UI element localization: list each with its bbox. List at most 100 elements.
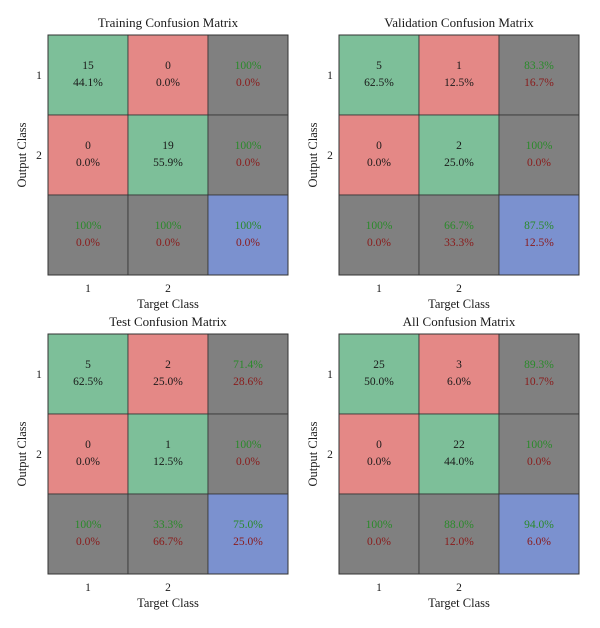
cell-error-rate: 0.0% [236, 456, 260, 468]
cell-background [338, 413, 420, 495]
cell-percent: 62.5% [73, 376, 103, 388]
cell-error-rate: 0.0% [156, 237, 180, 249]
cell-percent: 12.5% [444, 77, 474, 89]
correct-cell: 25 50.0% [338, 333, 420, 415]
cell-count: 1 [456, 60, 462, 72]
cell-percent: 12.5% [153, 456, 183, 468]
summary-cell: 100% 0.0% [47, 194, 129, 276]
cell-count: 0 [85, 140, 91, 152]
correct-cell: 5 62.5% [47, 333, 129, 415]
summary-cell: 83.3% 16.7% [498, 34, 580, 116]
cell-error-rate: 0.0% [527, 456, 551, 468]
overall-accuracy-cell: 100% 0.0% [207, 194, 289, 276]
matrix-border [338, 333, 580, 575]
x-tick-label: 1 [376, 283, 382, 295]
cell-error-rate: 0.0% [367, 237, 391, 249]
x-tick-label: 2 [165, 283, 171, 295]
cell-correct-rate: 100% [526, 140, 553, 152]
cell-error-rate: 16.7% [524, 77, 554, 89]
cell-correct-rate: 66.7% [444, 220, 474, 232]
cell-correct-rate: 100% [526, 439, 553, 451]
cell-background [338, 194, 420, 276]
cell-correct-rate: 100% [366, 519, 393, 531]
cell-error-rate: 0.0% [76, 237, 100, 249]
cell-count: 2 [456, 140, 462, 152]
cell-count: 3 [456, 359, 462, 371]
cell-background [418, 194, 500, 276]
cell-error-rate: 25.0% [233, 536, 263, 548]
y-axis-label: Output Class [15, 122, 29, 187]
cell-background [47, 413, 129, 495]
cell-background [127, 413, 209, 495]
cell-background [418, 114, 500, 196]
cell-background [418, 493, 500, 575]
cell-background [498, 333, 580, 415]
cell-count: 5 [376, 60, 382, 72]
cell-correct-rate: 87.5% [524, 220, 554, 232]
y-tick-label: 2 [36, 449, 42, 461]
cell-error-rate: 12.5% [524, 237, 554, 249]
cell-percent: 44.0% [444, 456, 474, 468]
cell-error-rate: 0.0% [236, 77, 260, 89]
cell-correct-rate: 100% [235, 439, 262, 451]
cell-correct-rate: 33.3% [153, 519, 183, 531]
cell-correct-rate: 71.4% [233, 359, 263, 371]
cell-background [338, 493, 420, 575]
confusion-matrix-panel-1: Training Confusion Matrix1544.1%00.0%100… [15, 15, 289, 311]
misclassified-cell: 0 0.0% [338, 114, 420, 196]
overall-accuracy-cell: 94.0% 6.0% [498, 493, 580, 575]
cell-background [47, 34, 129, 116]
x-axis-label: Target Class [428, 596, 490, 610]
cell-correct-rate: 88.0% [444, 519, 474, 531]
cell-percent: 0.0% [76, 157, 100, 169]
cell-background [207, 413, 289, 495]
cell-count: 0 [85, 439, 91, 451]
correct-cell: 15 44.1% [47, 34, 129, 116]
cell-count: 15 [82, 60, 94, 72]
cell-error-rate: 0.0% [236, 157, 260, 169]
cell-error-rate: 66.7% [153, 536, 183, 548]
x-tick-label: 2 [456, 283, 462, 295]
misclassified-cell: 0 0.0% [47, 413, 129, 495]
cell-background [127, 493, 209, 575]
overall-accuracy-cell: 75.0% 25.0% [207, 493, 289, 575]
confusion-matrix-panel-3: Test Confusion Matrix 5 62.5% 2 25.0% 71.4% 28… [15, 314, 289, 610]
cell-percent: 25.0% [444, 157, 474, 169]
y-tick-label: 1 [36, 70, 42, 82]
cell-count: 1 [165, 439, 171, 451]
summary-cell: 100% 0.0% [338, 493, 420, 575]
cell-correct-rate: 89.3% [524, 359, 554, 371]
y-tick-label: 2 [327, 150, 333, 162]
summary-cell: 100% 0.0% [127, 194, 209, 276]
misclassified-cell: 0 0.0% [47, 114, 129, 196]
y-tick-label: 1 [36, 369, 42, 381]
cell-background [498, 413, 580, 495]
confusion-matrix-panel-4: All Confusion Matrix2550.0%36.0%89.3%10.… [306, 314, 580, 610]
cell-background [127, 333, 209, 415]
cell-count: 25 [373, 359, 385, 371]
cell-count: 22 [453, 439, 465, 451]
summary-cell: 100% 0.0% [207, 413, 289, 495]
cell-correct-rate: 100% [75, 220, 102, 232]
cell-count: 19 [162, 140, 174, 152]
cell-correct-rate: 75.0% [233, 519, 263, 531]
cell-background [418, 333, 500, 415]
cell-correct-rate: 100% [366, 220, 393, 232]
cell-background [207, 333, 289, 415]
cell-correct-rate: 100% [155, 220, 182, 232]
cell-error-rate: 0.0% [367, 536, 391, 548]
cell-count: 2 [165, 359, 171, 371]
cell-percent: 6.0% [447, 376, 471, 388]
summary-cell: 100% 0.0% [47, 493, 129, 575]
y-axis-label: Output Class [306, 421, 320, 486]
matrix-border [338, 34, 580, 276]
summary-cell: 100% 0.0% [498, 413, 580, 495]
cell-background [207, 493, 289, 575]
y-tick-label: 2 [327, 449, 333, 461]
confusion-matrix-panel-2: Validation Confusion Matrix562.5%112.5%8… [306, 15, 580, 311]
cell-background [207, 194, 289, 276]
summary-cell: 88.0% 12.0% [418, 493, 500, 575]
cell-background [498, 114, 580, 196]
cell-background [127, 34, 209, 116]
